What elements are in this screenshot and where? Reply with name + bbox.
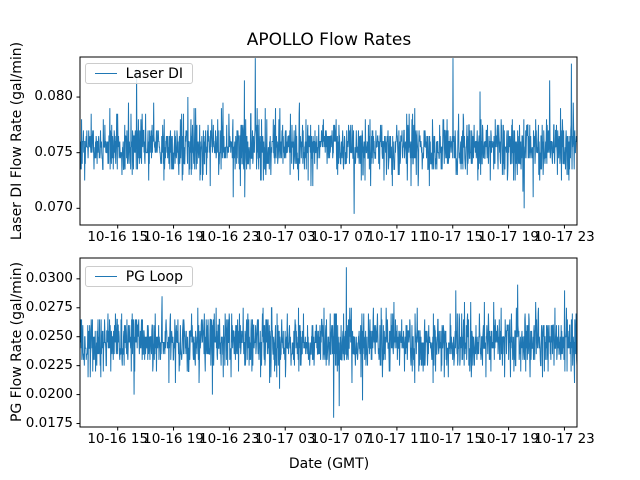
x-tick-label: 10-17 19 [478, 229, 539, 245]
x-tick-label: 10-17 03 [254, 229, 316, 245]
legend-pg-loop: PG Loop [85, 266, 193, 287]
x-tick-label: 10-17 23 [534, 431, 595, 447]
y-tick-label: 0.070 [34, 199, 73, 216]
x-tick-label: 10-17 11 [366, 229, 428, 245]
x-tick-label: 10-17 15 [422, 431, 484, 447]
axes-spines [79, 56, 578, 226]
y-tick-label: 0.0250 [25, 327, 73, 344]
legend-laser-di: Laser DI [85, 63, 193, 84]
legend-label: PG Loop [125, 268, 183, 285]
x-tick-label: 10-16 15 [87, 431, 149, 447]
y-tick-label: 0.0300 [25, 269, 73, 286]
x-tick-label: 10-17 19 [478, 431, 539, 447]
y-tick-label: 0.080 [34, 88, 73, 105]
legend-line-sample-icon [95, 73, 117, 74]
y-tick-label: 0.0275 [25, 298, 73, 315]
x-tick-label: 10-17 07 [310, 229, 372, 245]
x-axis-label: Date (GMT) [288, 456, 370, 472]
x-tick-label: 10-16 19 [143, 229, 204, 245]
x-tick-label: 10-17 07 [310, 431, 372, 447]
y-tick-label: 0.0200 [25, 385, 73, 402]
x-tick-label: 10-17 15 [422, 229, 484, 245]
y-tick-label: 0.075 [34, 143, 73, 160]
series-line-pg-loop [79, 267, 578, 418]
x-tick-label: 10-17 11 [366, 431, 428, 447]
x-tick-label: 10-16 23 [199, 229, 260, 245]
x-tick-label: 10-17 03 [254, 431, 316, 447]
plot-title: APOLLO Flow Rates [246, 30, 412, 50]
y-tick-label: 0.0175 [25, 414, 73, 431]
x-tick-label: 10-17 23 [534, 229, 595, 245]
y-tick-label: 0.0225 [25, 356, 73, 373]
axes-spines [79, 257, 578, 428]
legend-label: Laser DI [125, 65, 183, 82]
x-tick-label: 10-16 23 [199, 431, 260, 447]
series-line-laser-di [79, 58, 578, 214]
legend-line-sample-icon [95, 276, 117, 277]
x-tick-label: 10-16 15 [87, 229, 149, 245]
x-tick-label: 10-16 19 [143, 431, 204, 447]
